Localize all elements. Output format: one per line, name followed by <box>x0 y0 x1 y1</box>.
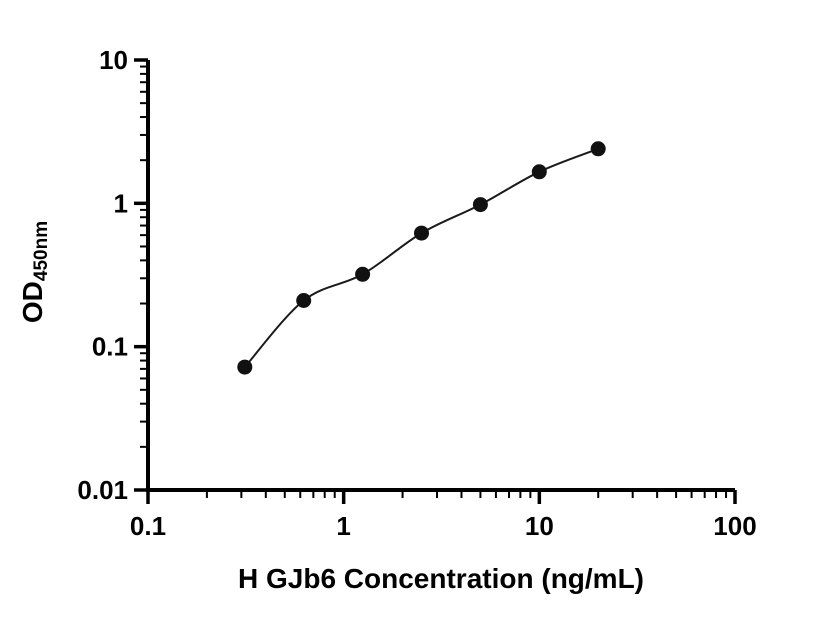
y-axis-label-main: OD <box>17 281 48 323</box>
y-tick-label: 0.01 <box>77 475 128 505</box>
data-point <box>472 197 488 213</box>
data-point <box>531 164 547 180</box>
axes-layer <box>146 60 735 492</box>
x-tick-label: 10 <box>525 511 554 541</box>
y-tick-label: 1 <box>114 188 128 218</box>
axis-spine <box>146 60 735 492</box>
x-tick-label: 1 <box>336 511 350 541</box>
data-point <box>296 293 312 308</box>
x-tick-label: 0.1 <box>130 511 166 541</box>
y-tick-label: 10 <box>99 45 128 75</box>
x-axis-label: H GJb6 Concentration (ng/mL) <box>238 563 644 594</box>
data-point <box>237 359 253 375</box>
data-layer <box>237 141 606 375</box>
y-tick-label: 0.1 <box>92 332 128 362</box>
y-axis-label-sub: 450nm <box>31 221 52 281</box>
fit-curve <box>244 147 599 368</box>
data-point <box>414 225 429 241</box>
data-point <box>355 266 371 282</box>
y-axis-label: OD450nm <box>17 221 52 323</box>
x-tick-label: 100 <box>713 511 756 541</box>
data-point <box>590 141 606 157</box>
